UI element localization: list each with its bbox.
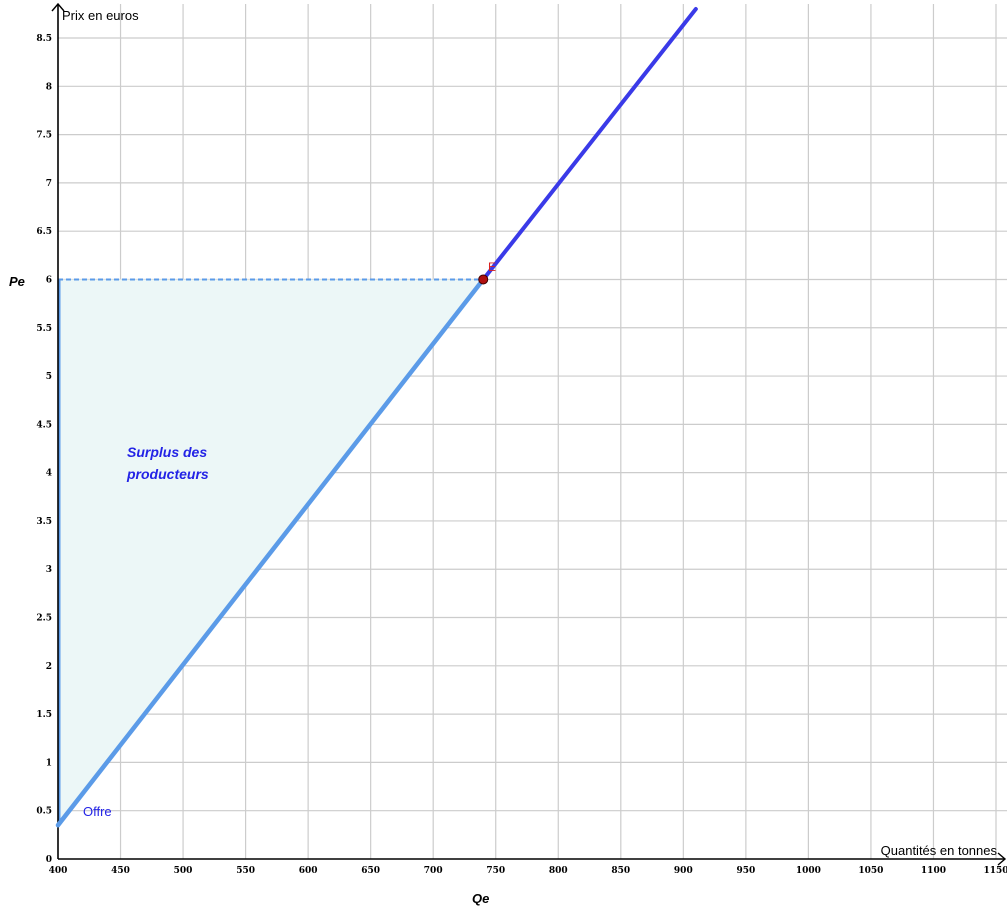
equilibrium-point-label: E xyxy=(488,260,496,274)
x-tick-label: 950 xyxy=(736,866,755,876)
axes xyxy=(51,2,1007,866)
x-tick-label: 750 xyxy=(486,866,505,876)
supply-curve-lower xyxy=(55,277,486,828)
supply-curve-upper xyxy=(481,7,698,282)
x-tick-label: 850 xyxy=(611,866,630,876)
y-tick-label: 4.5 xyxy=(36,420,52,430)
y-tick-label: 3 xyxy=(46,565,52,575)
y-tick-label: 6.5 xyxy=(36,227,52,237)
y-tick-label: 2.5 xyxy=(36,614,52,624)
grid xyxy=(58,4,1007,859)
y-tick-label: 5.5 xyxy=(36,324,52,334)
x-tick-labels: 400 450 500 550 600 650 700 750 800 850 900 950 1000… xyxy=(49,866,1007,876)
x-tick-label: 800 xyxy=(549,866,568,876)
x-axis-arrow xyxy=(997,852,1007,866)
x-tick-label: 550 xyxy=(236,866,255,876)
x-tick-label: 600 xyxy=(299,866,318,876)
x-tick-label: 500 xyxy=(174,866,193,876)
x-tick-label: 700 xyxy=(424,866,443,876)
y-tick-label: 7 xyxy=(46,179,52,189)
y-tick-labels: 0 0.5 1 1.5 2 2.5 3 3.5 4 4.5 5 5.5 6 6.5 7 7.5 8 8.5 xyxy=(36,34,52,865)
x-axis-title: Quantités en tonnes xyxy=(881,843,998,858)
y-tick-label: 1 xyxy=(46,758,52,768)
x-tick-label: 900 xyxy=(674,866,693,876)
y-tick-label: 4 xyxy=(46,469,52,479)
y-tick-label: 0 xyxy=(46,855,52,865)
y-tick-label: 1.5 xyxy=(36,710,52,720)
y-tick-label: 8.5 xyxy=(36,34,52,44)
y-tick-label: 6 xyxy=(46,275,52,285)
supply-curve-label: Offre xyxy=(83,804,112,819)
y-axis-arrow xyxy=(51,2,65,12)
x-tick-label: 650 xyxy=(361,866,380,876)
price-equilibrium-label: Pe xyxy=(9,274,25,289)
y-tick-label: 0.5 xyxy=(36,807,52,817)
quantity-equilibrium-label: Qe xyxy=(472,891,489,906)
y-tick-label: 7.5 xyxy=(36,131,52,141)
x-tick-label: 1150 xyxy=(983,866,1007,876)
surplus-label-line1: Surplus des xyxy=(127,444,207,460)
y-tick-label: 8 xyxy=(46,82,52,92)
surplus-label-line2: producteurs xyxy=(126,466,209,482)
x-tick-label: 400 xyxy=(49,866,68,876)
y-tick-label: 2 xyxy=(46,662,52,672)
x-tick-label: 1000 xyxy=(796,866,821,876)
equilibrium-point xyxy=(478,274,489,285)
x-tick-label: 1050 xyxy=(858,866,883,876)
y-axis-title: Prix en euros xyxy=(62,8,139,23)
x-tick-label: 450 xyxy=(111,866,130,876)
y-tick-label: 3.5 xyxy=(36,517,52,527)
x-tick-label: 1100 xyxy=(921,866,946,876)
y-tick-label: 5 xyxy=(46,372,52,382)
